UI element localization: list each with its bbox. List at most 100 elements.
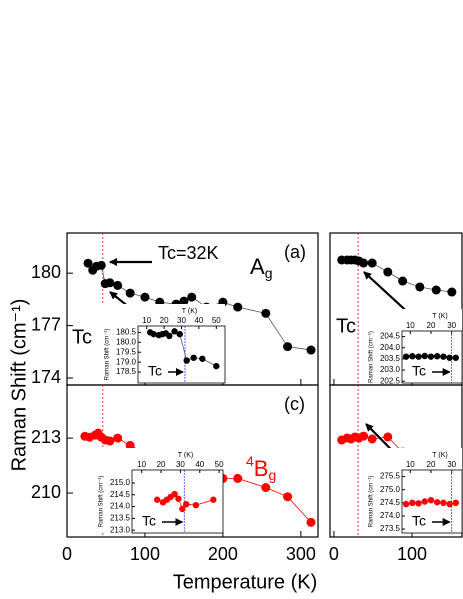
- data-point: [402, 353, 410, 360]
- data-point: [440, 499, 447, 507]
- data-point: [233, 302, 243, 312]
- inset-y-tick-label: 214.5: [110, 490, 131, 499]
- data-point: [261, 483, 271, 493]
- inset-x-title: T (K): [432, 452, 447, 459]
- data-point: [433, 499, 441, 506]
- inset-y-tick-label: 215.0: [110, 478, 131, 487]
- data-point: [421, 498, 428, 505]
- inset-x-tick-label: 40: [195, 460, 204, 469]
- inset-background: [100, 304, 225, 383]
- inset-frame: [131, 469, 224, 534]
- inset-y-tick-label: 204.0: [380, 343, 401, 352]
- inset-x-tick-label: 20: [157, 460, 166, 469]
- inset-x-title: T (K): [178, 452, 193, 459]
- inset-y-tick-label: 204.5: [380, 332, 401, 341]
- data-point: [140, 292, 150, 302]
- inset-tc-label: Tc: [412, 363, 426, 379]
- tc-label: Tc: [72, 326, 92, 348]
- inset-tc-label: Tc: [142, 513, 156, 529]
- x-tick-label: 300: [286, 544, 316, 564]
- data-point: [359, 258, 369, 268]
- inset-x-tick-label: 20: [427, 321, 436, 330]
- x-tick-label: 200: [208, 544, 238, 564]
- data-point: [83, 258, 93, 268]
- data-point: [367, 434, 377, 444]
- inset-y-title: Raman Shift (cm⁻¹): [99, 476, 105, 528]
- data-point: [427, 496, 435, 504]
- data-point: [175, 495, 182, 502]
- inset-x-tick-label: 30: [447, 460, 456, 469]
- inset-y-title: Raman Shift (cm⁻¹): [369, 476, 375, 528]
- inset-y-tick-label: 275.5: [380, 472, 401, 481]
- data-point: [171, 490, 178, 498]
- panel-label: (a): [284, 242, 306, 262]
- inset-y-title: Raman Shift (cm⁻¹): [369, 331, 375, 383]
- inset-y-tick-label: 179.0: [116, 357, 137, 366]
- y-axis-title: Raman Shift (cm⁻¹): [8, 299, 30, 472]
- subscript: g: [265, 265, 273, 281]
- inset-frame: [401, 469, 463, 534]
- x-axis-title: Temperature (K): [173, 571, 318, 593]
- phonon-mode-label: 4Bg: [246, 453, 276, 483]
- data-point: [105, 436, 115, 446]
- y-tick-label: 180: [31, 262, 61, 282]
- phonon-mode-label: Ag: [250, 254, 272, 281]
- y-tick-label: 213: [31, 427, 61, 447]
- inset-y-tick-label: 203.5: [380, 354, 401, 363]
- data-point: [171, 328, 178, 335]
- data-point: [187, 292, 197, 302]
- inset: 10 20 30 204.5 204.0 203.5 203.0 202.5 T (K) Rama…: [364, 309, 463, 385]
- data-point: [190, 354, 197, 361]
- superscript: 4: [246, 453, 254, 469]
- inset-y-tick-label: 179.5: [116, 347, 137, 356]
- data-point: [306, 517, 316, 527]
- inset-y-tick-label: 273.5: [380, 524, 401, 533]
- inset-y-tick-label: 203.0: [380, 365, 401, 374]
- inset-y-tick-label: 180.0: [116, 337, 137, 346]
- data-point: [283, 492, 293, 502]
- inset-x-tick-label: 10: [406, 460, 415, 469]
- inset-frame: [401, 330, 463, 384]
- data-point: [179, 505, 186, 513]
- x-tick-label: 100: [130, 544, 160, 564]
- data-point: [446, 354, 453, 361]
- data-point: [199, 355, 206, 362]
- inset-y-tick-label: 178.5: [116, 367, 137, 376]
- data-point: [409, 499, 416, 507]
- data-point: [431, 285, 441, 295]
- data-point: [96, 260, 106, 270]
- data-point: [415, 353, 422, 360]
- inset-y-tick-label: 275.0: [380, 485, 401, 494]
- inset-x-tick-label: 30: [176, 460, 185, 469]
- inset-y-tick-label: 274.0: [380, 511, 401, 520]
- inset-x-tick-label: 50: [215, 460, 224, 469]
- data-point: [415, 282, 425, 292]
- inset-y-tick-label: 274.5: [380, 498, 401, 507]
- data-point: [383, 432, 393, 442]
- inset-x-tick-label: 40: [194, 316, 203, 325]
- data-point: [446, 500, 453, 508]
- inset-y-tick-label: 213.5: [110, 513, 131, 522]
- inset: 10 20 30 275.5 275.0 274.5 274.0 273.5 T (K) Rama…: [364, 448, 463, 534]
- data-point: [166, 332, 173, 340]
- data-point: [261, 308, 271, 318]
- inset-tc-label: Tc: [148, 363, 162, 379]
- data-point: [183, 501, 190, 508]
- data-point: [179, 296, 189, 306]
- data-point: [153, 496, 161, 503]
- data-point: [125, 440, 135, 450]
- inset-x-tick-label: 30: [177, 316, 186, 325]
- data-point: [398, 276, 408, 286]
- y-tick-label: 177: [31, 314, 61, 334]
- data-point: [383, 267, 393, 277]
- data-point: [210, 496, 217, 503]
- inset-y-tick-label: 202.5: [380, 376, 401, 385]
- inset-tc-label: Tc: [412, 513, 426, 529]
- x-tick-label: 0: [329, 544, 339, 564]
- data-point: [452, 354, 459, 361]
- inset-y-title: Raman Shift (cm⁻¹): [105, 329, 111, 381]
- data-point: [421, 352, 428, 360]
- inset-x-tick-label: 20: [160, 316, 169, 325]
- panel: 174 177 180 (a) Ag Tc Tc=32K Raman Shift (cm⁻¹): [8, 232, 319, 472]
- data-point: [415, 500, 422, 507]
